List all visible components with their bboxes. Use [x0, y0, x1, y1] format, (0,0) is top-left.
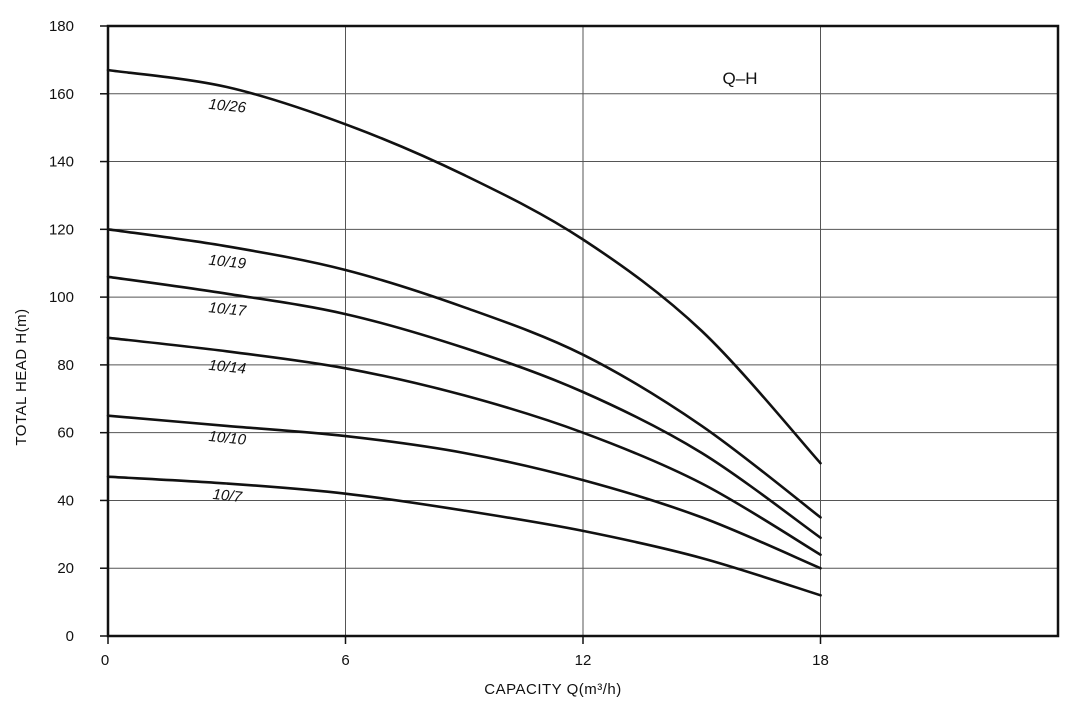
- x-tick-label-18: 18: [812, 652, 829, 669]
- curve-label-10-26: 10/26: [208, 96, 248, 117]
- y-tick-label-140: 140: [49, 154, 74, 171]
- y-tick-label-0: 0: [66, 628, 74, 645]
- y-axis-title: TOTAL HEAD H(m): [13, 308, 30, 445]
- curve-label-10-19: 10/19: [208, 252, 248, 273]
- x-tick-label-12: 12: [575, 652, 592, 669]
- curve-10-19: [106, 228, 822, 519]
- y-tick-label-40: 40: [57, 492, 74, 509]
- y-tick-label-120: 120: [49, 221, 74, 238]
- axis-ticks: 0 20 40 60 80 100 120 140 160 180 0 6 12 18: [49, 18, 829, 669]
- x-tick-label-6: 6: [341, 652, 349, 669]
- curve-label-10-7: 10/7: [212, 486, 243, 506]
- performance-curves: [106, 68, 822, 597]
- curve-label-10-14: 10/14: [208, 357, 247, 378]
- y-tick-label-20: 20: [57, 560, 74, 577]
- y-tick-label-80: 80: [57, 357, 74, 374]
- curve-10-10: [106, 414, 822, 570]
- curve-label-10-10: 10/10: [208, 428, 248, 449]
- y-tick-label-60: 60: [57, 425, 74, 442]
- curve-10-14: [106, 336, 822, 556]
- curve-label-10-17: 10/17: [208, 299, 248, 320]
- y-tick-label-180: 180: [49, 18, 74, 35]
- curve-10-7: [106, 475, 822, 597]
- x-tick-label-0: 0: [101, 652, 109, 669]
- grid-lines: [108, 26, 1058, 636]
- y-tick-label-100: 100: [49, 289, 74, 306]
- curve-10-17: [106, 275, 822, 539]
- curve-labels: 10/26 10/19 10/17 10/14 10/10 10/7: [208, 96, 248, 506]
- chart-title: Q–H: [723, 69, 758, 88]
- curve-10-26: [106, 68, 822, 465]
- x-axis-title: CAPACITY Q(m³/h): [484, 681, 621, 698]
- y-tick-label-160: 160: [49, 86, 74, 103]
